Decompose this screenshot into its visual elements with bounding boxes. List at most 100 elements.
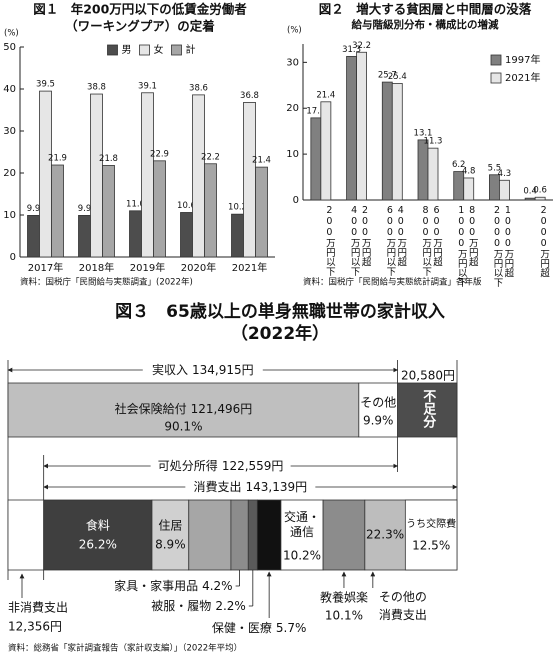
- bar: [153, 160, 166, 258]
- value-label: 4.8: [462, 166, 476, 176]
- legend-label: 2021年: [505, 71, 540, 84]
- label-backdrop: [142, 362, 263, 378]
- name: 被服・履物: [151, 599, 211, 613]
- value-label: 38.8: [87, 83, 106, 93]
- bar: [27, 215, 40, 258]
- amount: 122,559円: [222, 459, 284, 473]
- value-label: 0.4: [523, 187, 537, 197]
- spending-segment: [43, 499, 153, 571]
- bar: [346, 55, 357, 201]
- bar: [499, 179, 510, 201]
- bar: [524, 197, 536, 201]
- value-label: 10.6: [177, 201, 196, 211]
- chart-title: 図１ 年200万円以下の低賃金労働者: [33, 2, 247, 17]
- value-label: 22.2: [201, 152, 220, 162]
- y-tick-label: 30: [3, 126, 16, 137]
- value-label: 31.3: [342, 45, 361, 55]
- bar: [356, 51, 367, 201]
- segment-name: 住居: [158, 519, 182, 533]
- value-label: 36.8: [240, 91, 259, 101]
- y-tick-label: 10: [286, 149, 299, 160]
- bar: [90, 93, 103, 258]
- y-tick-label: 20: [286, 103, 299, 114]
- value-label: 39.1: [138, 81, 157, 91]
- value-label: 21.4: [252, 156, 271, 166]
- bar: [51, 164, 64, 258]
- legend-swatch: [107, 44, 118, 56]
- disposable-total: 可処分所得 122,559円: [158, 458, 284, 473]
- value-label: 11.0: [126, 199, 145, 209]
- y-unit: (%): [287, 26, 302, 36]
- name: 保健・医療: [212, 621, 272, 635]
- label-backdrop: [150, 458, 291, 474]
- spending-segment: [322, 499, 366, 571]
- name: 社会保険給付: [115, 401, 187, 416]
- name: 家具・家事用品: [114, 578, 198, 593]
- y-tick-label: 20: [3, 168, 16, 179]
- spending-total: 消費支出 143,139円: [194, 479, 308, 494]
- segment-share: 26.2%: [79, 538, 117, 552]
- bar: [129, 210, 142, 258]
- value-label: 22.9: [150, 149, 169, 159]
- income-part-label: 社会保険給付 121,496円: [115, 401, 253, 416]
- share: 2.2%: [215, 599, 246, 613]
- spending-segment: [256, 499, 282, 571]
- bar: [417, 139, 429, 201]
- shortfall-amount: 20,580円: [401, 369, 455, 383]
- legend-label: 計: [186, 43, 196, 56]
- income-share: 9.9%: [363, 414, 394, 428]
- legend-label: 1997年: [505, 53, 540, 66]
- bar: [463, 177, 475, 201]
- y-tick-label: 40: [3, 84, 16, 95]
- bar: [231, 213, 244, 258]
- segment-share: 8.9%: [155, 538, 186, 552]
- chart-title: （ワーキングプア）の定着: [65, 19, 215, 34]
- entertainment: [404, 499, 458, 571]
- chart-subtitle: 給与階級別分布・構成比の増減: [352, 18, 499, 31]
- bar: [381, 81, 393, 201]
- value-label: 21.8: [99, 154, 118, 164]
- segment-share: 10.1%: [325, 609, 363, 623]
- chart-title: 図３ 65歳以上の単身無職世帯の家計収入: [115, 301, 445, 322]
- segment-label: 被服・履物 2.2%: [151, 599, 246, 613]
- bar: [255, 166, 268, 258]
- value-label: 39.5: [36, 80, 55, 90]
- chart-title: （2022年）: [231, 323, 329, 344]
- amount: 121,496円: [191, 402, 253, 416]
- value-label: 4.3: [498, 169, 512, 179]
- source-note: 資料：総務省「家計調査報告（家計収支編）」（2022年平均）: [8, 643, 242, 654]
- y-unit: (%): [4, 29, 19, 39]
- legend-swatch: [171, 44, 182, 56]
- y-tick-label: 10: [3, 210, 16, 221]
- value-label: 17.9: [306, 106, 325, 116]
- source-note: 資料：国税庁「民間給与実態調査」(2022年): [20, 277, 193, 288]
- x-tick-label: 2018年: [79, 261, 114, 274]
- bar: [102, 165, 115, 258]
- share: 4.2%: [202, 579, 233, 593]
- value-label: 5.5: [488, 163, 502, 173]
- segment-label: 保健・医療 5.7%: [212, 621, 307, 635]
- income-part-label: その他: [360, 396, 396, 410]
- legend-swatch: [139, 44, 150, 56]
- value-label: 38.6: [189, 83, 208, 93]
- non-consumption: [7, 499, 45, 571]
- bar: [310, 117, 322, 201]
- entertainment-name: うち交際費: [406, 517, 456, 530]
- segment-share: 22.3%: [366, 528, 404, 542]
- spending-segment: [247, 499, 258, 571]
- bar: [320, 101, 332, 201]
- bar: [391, 83, 403, 201]
- bar: [204, 163, 217, 258]
- legend-swatch: [490, 72, 502, 84]
- label-backdrop: [185, 479, 316, 495]
- spending-segment: [188, 499, 232, 571]
- value-label: 9.9: [27, 204, 41, 214]
- spending-segment: [230, 499, 249, 571]
- amount: 134,915円: [192, 363, 254, 377]
- legend-label: 男: [122, 44, 132, 56]
- income-segment: [358, 382, 398, 438]
- segment-name: 教養娯楽: [320, 590, 368, 605]
- legend-label: 女: [154, 43, 164, 56]
- value-label: 32.2: [352, 41, 371, 51]
